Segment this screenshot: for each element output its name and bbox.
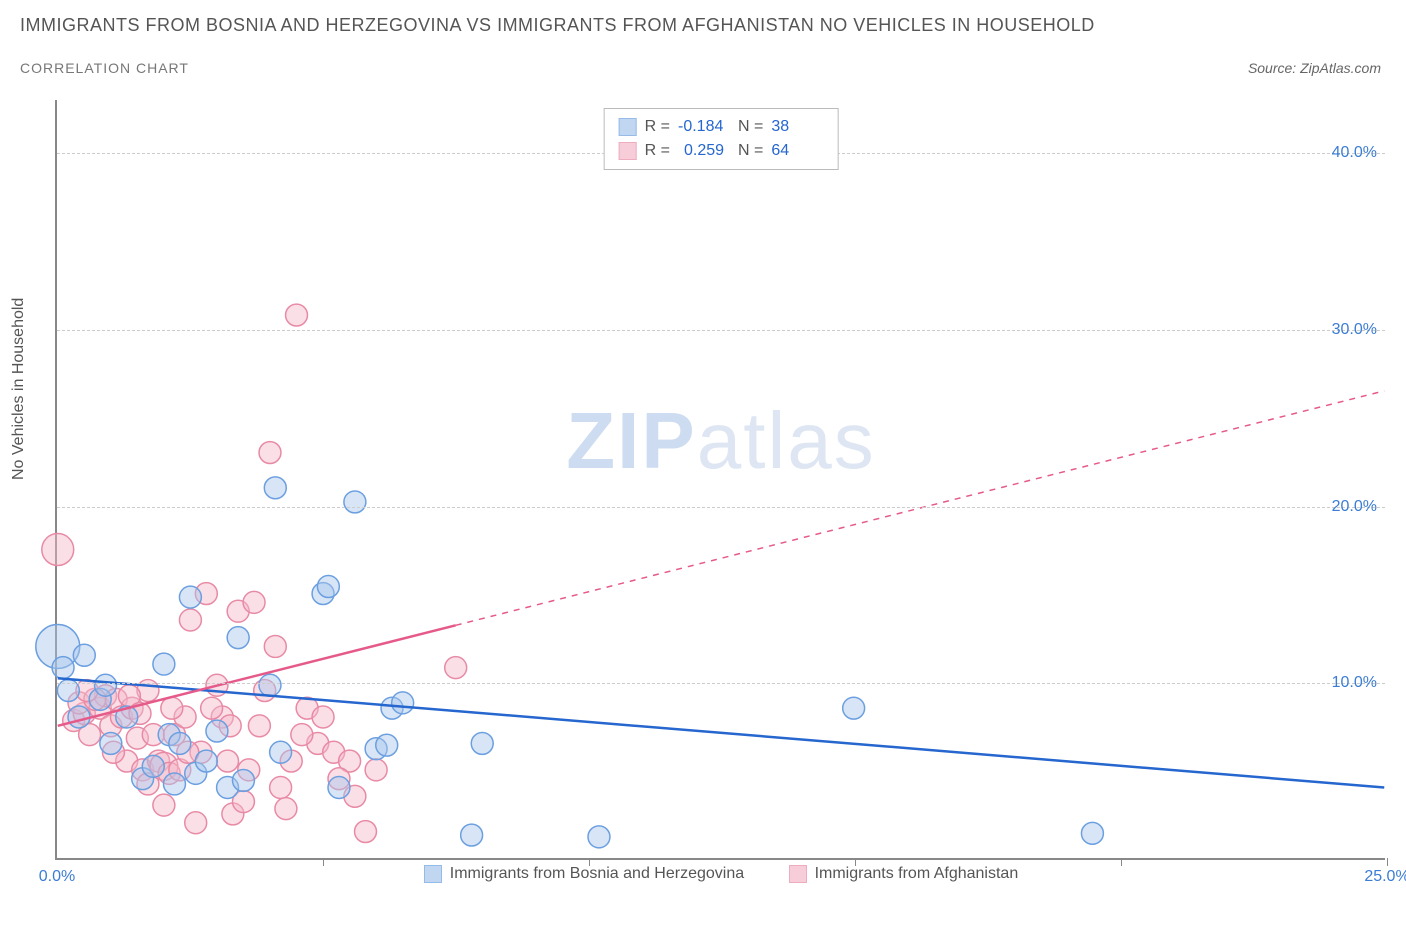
point-afghan	[161, 697, 183, 719]
chart-area: ZIPatlas R = -0.184 N = 38 R = 0.259 N =…	[55, 100, 1385, 860]
point-afghan	[312, 706, 334, 728]
point-afghan	[264, 635, 286, 657]
point-bosnia	[471, 732, 493, 754]
point-afghan	[243, 591, 265, 613]
legend-item-bosnia: Immigrants from Bosnia and Herzegovina	[424, 865, 744, 883]
point-afghan	[42, 534, 74, 566]
n-value-bosnia: 38	[771, 115, 823, 139]
point-afghan	[275, 798, 297, 820]
gridline	[57, 683, 1385, 684]
point-afghan	[291, 724, 313, 746]
point-bosnia	[153, 653, 175, 675]
source-label: Source:	[1248, 60, 1296, 76]
x-tick-label: 25.0%	[1364, 868, 1406, 886]
y-tick-label: 20.0%	[1332, 498, 1377, 516]
point-bosnia	[344, 491, 366, 513]
swatch-afghan	[619, 142, 637, 160]
point-bosnia	[179, 586, 201, 608]
point-bosnia	[164, 773, 186, 795]
series-legend: Immigrants from Bosnia and Herzegovina I…	[57, 865, 1385, 888]
point-bosnia	[317, 576, 339, 598]
point-afghan	[153, 794, 175, 816]
point-afghan	[185, 812, 207, 834]
point-afghan	[179, 609, 201, 631]
stats-legend: R = -0.184 N = 38 R = 0.259 N = 64	[604, 108, 839, 170]
x-tick-mark	[589, 858, 590, 866]
r-value-bosnia: -0.184	[678, 115, 730, 139]
point-bosnia	[73, 644, 95, 666]
point-bosnia	[392, 692, 414, 714]
stats-row-bosnia: R = -0.184 N = 38	[619, 115, 824, 139]
point-afghan	[355, 821, 377, 843]
point-afghan	[365, 759, 387, 781]
swatch-bosnia	[619, 118, 637, 136]
point-afghan	[286, 304, 308, 326]
point-afghan	[445, 657, 467, 679]
y-axis-label: No Vehicles in Household	[10, 298, 28, 480]
point-bosnia	[95, 674, 117, 696]
point-bosnia	[376, 734, 398, 756]
n-label: N =	[738, 139, 763, 163]
gridline	[57, 330, 1385, 331]
point-afghan	[201, 697, 223, 719]
y-tick-label: 40.0%	[1332, 144, 1377, 162]
stats-row-afghan: R = 0.259 N = 64	[619, 139, 824, 163]
point-bosnia	[588, 826, 610, 848]
point-bosnia	[52, 657, 74, 679]
x-tick-mark	[323, 858, 324, 866]
point-afghan	[248, 715, 270, 737]
chart-subtitle: CORRELATION CHART	[20, 60, 189, 76]
point-bosnia	[1081, 822, 1103, 844]
point-afghan	[270, 777, 292, 799]
legend-swatch-afghan	[789, 865, 807, 883]
point-bosnia	[206, 720, 228, 742]
legend-swatch-bosnia	[424, 865, 442, 883]
gridline	[57, 507, 1385, 508]
point-bosnia	[270, 741, 292, 763]
chart-title: IMMIGRANTS FROM BOSNIA AND HERZEGOVINA V…	[20, 15, 1095, 36]
point-bosnia	[169, 732, 191, 754]
r-value-afghan: 0.259	[678, 139, 730, 163]
x-tick-label: 0.0%	[39, 868, 75, 886]
n-value-afghan: 64	[771, 139, 823, 163]
point-bosnia	[195, 750, 217, 772]
y-tick-label: 30.0%	[1332, 321, 1377, 339]
legend-item-afghan: Immigrants from Afghanistan	[789, 865, 1019, 883]
legend-label-afghan: Immigrants from Afghanistan	[815, 865, 1019, 883]
point-bosnia	[259, 674, 281, 696]
point-bosnia	[100, 732, 122, 754]
n-label: N =	[738, 115, 763, 139]
point-bosnia	[142, 755, 164, 777]
point-afghan	[217, 750, 239, 772]
source-site: ZipAtlas.com	[1300, 60, 1381, 76]
point-bosnia	[68, 706, 90, 728]
y-tick-label: 10.0%	[1332, 674, 1377, 692]
trend-line-dashed-afghan	[456, 391, 1385, 625]
point-afghan	[259, 442, 281, 464]
legend-label-bosnia: Immigrants from Bosnia and Herzegovina	[450, 865, 744, 883]
point-bosnia	[843, 697, 865, 719]
point-bosnia	[264, 477, 286, 499]
plot-svg	[57, 100, 1385, 858]
source-credit: Source: ZipAtlas.com	[1248, 60, 1381, 76]
x-tick-mark	[855, 858, 856, 866]
point-bosnia	[461, 824, 483, 846]
x-tick-mark	[1387, 858, 1388, 866]
r-label: R =	[645, 115, 670, 139]
point-bosnia	[328, 777, 350, 799]
point-bosnia	[227, 627, 249, 649]
point-bosnia	[232, 769, 254, 791]
x-tick-mark	[1121, 858, 1122, 866]
r-label: R =	[645, 139, 670, 163]
